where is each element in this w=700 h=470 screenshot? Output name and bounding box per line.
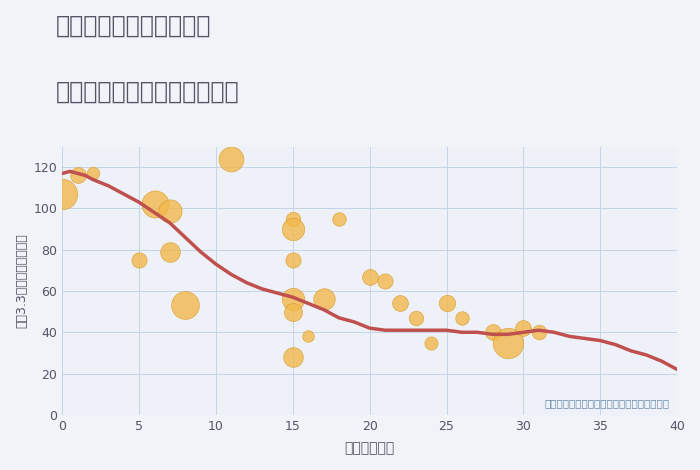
Point [503, 339, 514, 346]
Point [302, 333, 314, 340]
Text: 円の大きさは、取引のあった物件面積を示す: 円の大きさは、取引のあった物件面積を示す [545, 399, 669, 408]
Text: 築年数別中古マンション価格: 築年数別中古マンション価格 [56, 80, 239, 104]
Point [149, 201, 160, 208]
Point [487, 329, 498, 336]
Point [180, 302, 191, 309]
Point [533, 329, 545, 336]
Point [72, 172, 83, 179]
Point [518, 324, 529, 332]
Point [287, 256, 298, 264]
Point [164, 207, 176, 214]
Point [287, 215, 298, 223]
X-axis label: 築年数（年）: 築年数（年） [344, 441, 395, 455]
Point [456, 314, 468, 321]
Point [287, 308, 298, 315]
Point [379, 277, 391, 284]
Point [441, 300, 452, 307]
Point [57, 190, 68, 198]
Point [134, 256, 145, 264]
Y-axis label: 坪（3.3㎡）単価（万円）: 坪（3.3㎡）単価（万円） [15, 233, 28, 328]
Text: 兵庫県姫路市市之郷町の: 兵庫県姫路市市之郷町の [56, 14, 211, 38]
Point [88, 170, 99, 177]
Point [364, 273, 375, 280]
Point [318, 296, 329, 303]
Point [164, 248, 176, 256]
Point [426, 339, 437, 346]
Point [287, 353, 298, 361]
Point [333, 215, 344, 223]
Point [410, 314, 421, 321]
Point [287, 225, 298, 233]
Point [226, 155, 237, 163]
Point [287, 296, 298, 303]
Point [395, 300, 406, 307]
